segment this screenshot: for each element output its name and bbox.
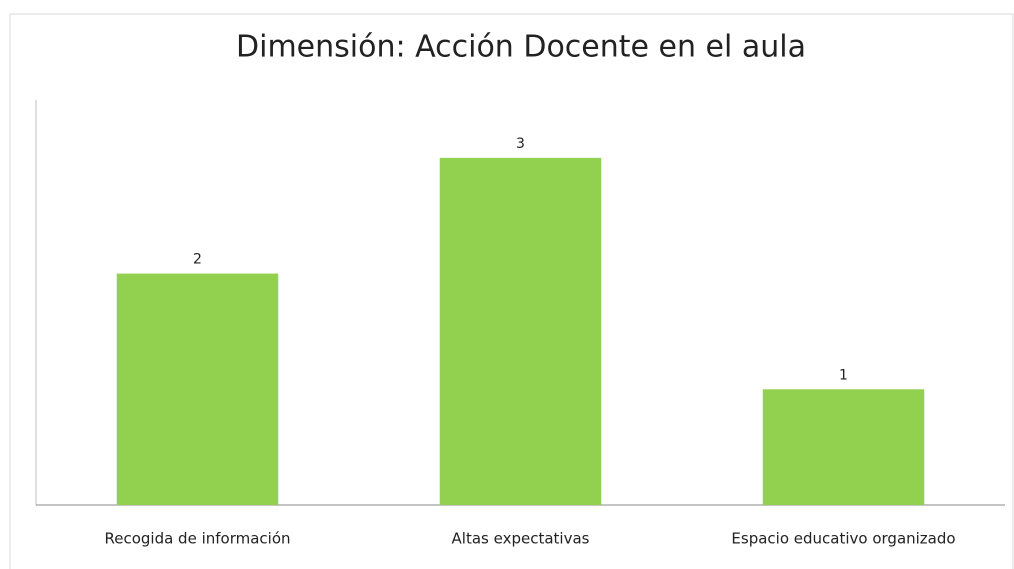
bar — [439, 157, 602, 505]
data-label: 1 — [839, 367, 848, 383]
bar — [762, 389, 925, 505]
bar — [116, 273, 279, 505]
x-tick-label: Espacio educativo organizado — [731, 530, 955, 548]
x-tick-label: Altas expectativas — [452, 530, 590, 548]
x-tick-label: Recogida de información — [104, 530, 290, 548]
chart-title: Dimensión: Acción Docente en el aula — [236, 30, 806, 65]
data-label: 3 — [516, 136, 525, 152]
data-label: 2 — [193, 252, 202, 268]
